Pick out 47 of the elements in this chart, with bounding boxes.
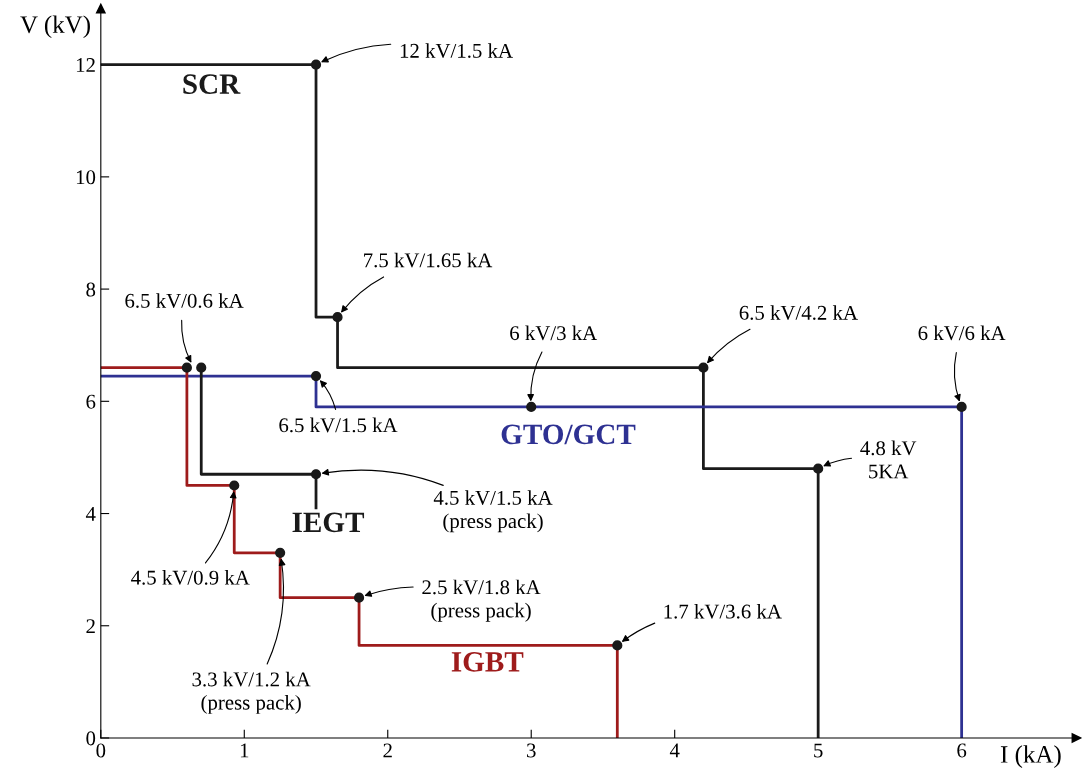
annotation: 6.5 kV/1.5 kA: [279, 417, 398, 433]
point: [956, 401, 967, 413]
annotation: 6.5 kV/0.6 kA: [125, 293, 244, 308]
x-tick-label: 0: [96, 743, 106, 758]
annotation: 6.5 kV/4.2 kA: [739, 305, 858, 320]
annotation: 3.3 kV/1.2 kA (press pack): [192, 671, 311, 714]
point: [353, 592, 365, 603]
annotation: 4.5 kV/0.9 kA: [131, 570, 250, 585]
y-tick-label: 2: [86, 619, 95, 633]
point: [332, 312, 343, 323]
y-tick-label: 10: [76, 170, 96, 185]
point: [310, 59, 322, 70]
series-label: SCR: [183, 74, 241, 94]
annotation: 2.5 kV/1.8 kA (press pack): [422, 579, 541, 622]
y-tick-label: 8: [86, 282, 96, 297]
point: [196, 362, 207, 373]
series-label: IGBT: [451, 652, 524, 672]
x-tick-label: 3: [527, 743, 536, 758]
annotation: 12 kV/1.5 kA: [400, 43, 513, 58]
annotation: 6 kV/6 kA: [918, 325, 1006, 341]
series-label: GTO/GCT: [501, 424, 636, 445]
annotation: 7.5 kV/1.65 kA: [364, 252, 493, 268]
y-tick-label: 0: [86, 731, 96, 746]
point: [310, 469, 322, 480]
x-tick-label: 4: [669, 743, 680, 758]
y-tick-label: 6: [86, 394, 96, 409]
point: [229, 480, 240, 491]
point: [612, 640, 623, 651]
annotation: 6 kV/3 kA: [510, 325, 598, 341]
annotation: 1.7 kV/3.6 kA: [664, 603, 782, 619]
x-tick-label: 1: [240, 743, 249, 758]
x-tick-label: 6: [957, 743, 967, 758]
point: [181, 362, 192, 373]
x-tick-label: 5: [814, 743, 823, 758]
y-axis-title: V (kV): [20, 15, 90, 39]
annotation: 4.5 kV/1.5 kA (press pack): [433, 490, 553, 533]
point: [275, 547, 286, 558]
point: [526, 401, 537, 413]
series-label: IEGT: [292, 512, 365, 533]
point: [310, 370, 322, 382]
x-axis-title: I (kA): [1000, 745, 1061, 768]
y-tick-label: 12: [76, 58, 95, 72]
point: [813, 463, 824, 474]
point: [698, 362, 709, 373]
annotation: 4.8 kV 5KA: [860, 440, 917, 479]
x-tick-label: 2: [383, 743, 392, 758]
y-tick-label: 4: [85, 507, 96, 521]
